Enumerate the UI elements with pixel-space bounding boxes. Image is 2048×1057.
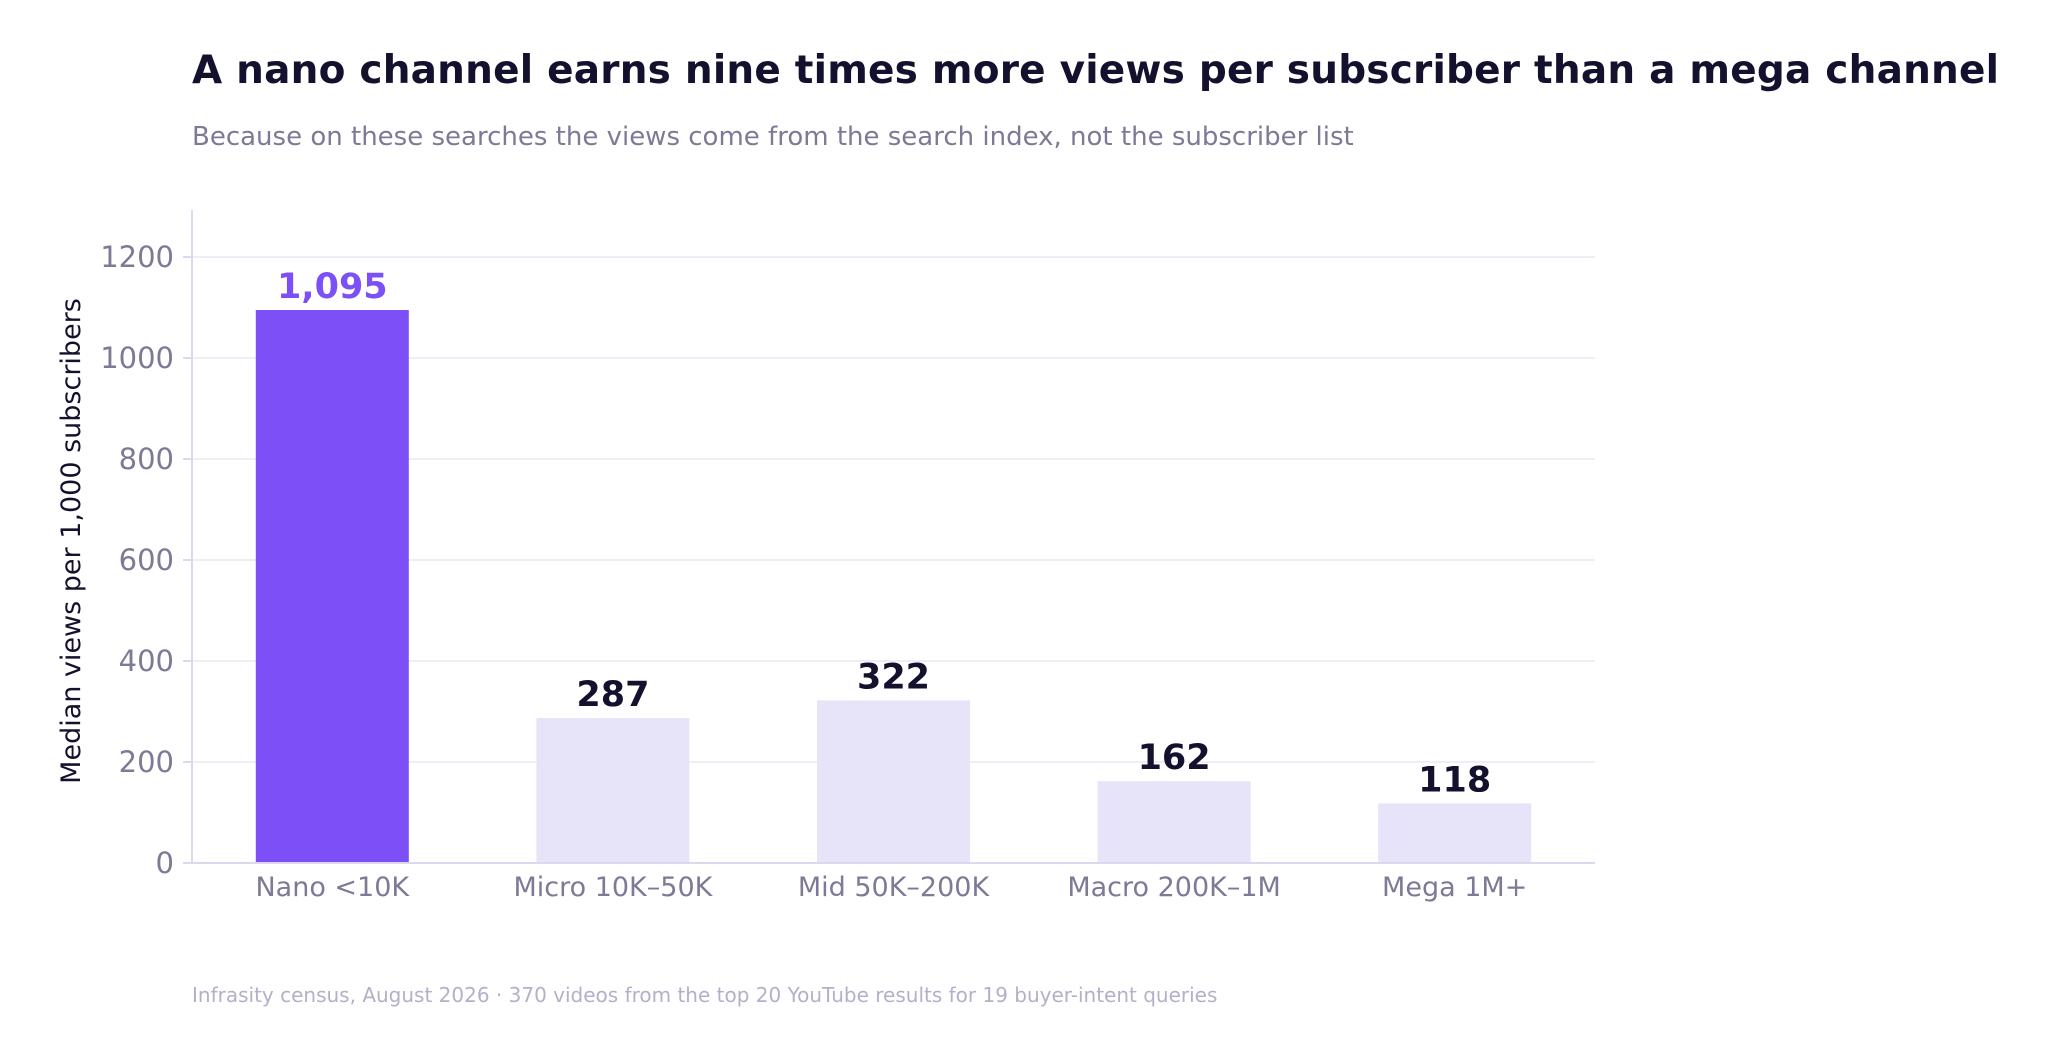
data-label: 162 <box>1138 738 1211 778</box>
y-tick-label: 600 <box>119 543 174 577</box>
bar-0 <box>255 310 409 863</box>
bar-1 <box>536 718 690 863</box>
data-label: 1,095 <box>277 267 388 307</box>
bar-2 <box>817 700 970 863</box>
axes: 0 200 400 600 800 1000 1200 Nano <10K Micro 10K–… <box>100 210 1595 903</box>
y-tick-label: 1200 <box>100 240 174 274</box>
y-axis-label: Median views per 1,000 subscribers <box>56 298 87 784</box>
x-tick-label: Mega 1M+ <box>1382 872 1527 903</box>
bars <box>255 310 1532 863</box>
x-tick-label: Nano <10K <box>255 872 410 903</box>
x-tick-label: Micro 10K–50K <box>513 872 713 903</box>
chart-subtitle: Because on these searches the views come… <box>192 122 1354 152</box>
bar-3 <box>1097 781 1251 863</box>
data-label: 118 <box>1418 760 1491 800</box>
data-label: 322 <box>857 657 930 697</box>
y-tick-label: 200 <box>119 745 174 779</box>
y-tick-label: 1000 <box>100 341 174 375</box>
chart-title: A nano channel earns nine times more vie… <box>192 48 2000 93</box>
y-tick-label: 0 <box>156 846 174 880</box>
data-labels: 1,095 287 322 162 118 <box>277 267 1491 800</box>
data-label: 287 <box>576 675 649 715</box>
x-tick-label: Mid 50K–200K <box>798 872 991 903</box>
y-tick-label: 800 <box>119 442 174 476</box>
y-tick-label: 400 <box>119 644 174 678</box>
x-tick-label: Macro 200K–1M <box>1067 872 1281 903</box>
chart-footnote: Infrasity census, August 2026 · 370 vide… <box>192 983 1218 1007</box>
bar-4 <box>1378 803 1532 863</box>
